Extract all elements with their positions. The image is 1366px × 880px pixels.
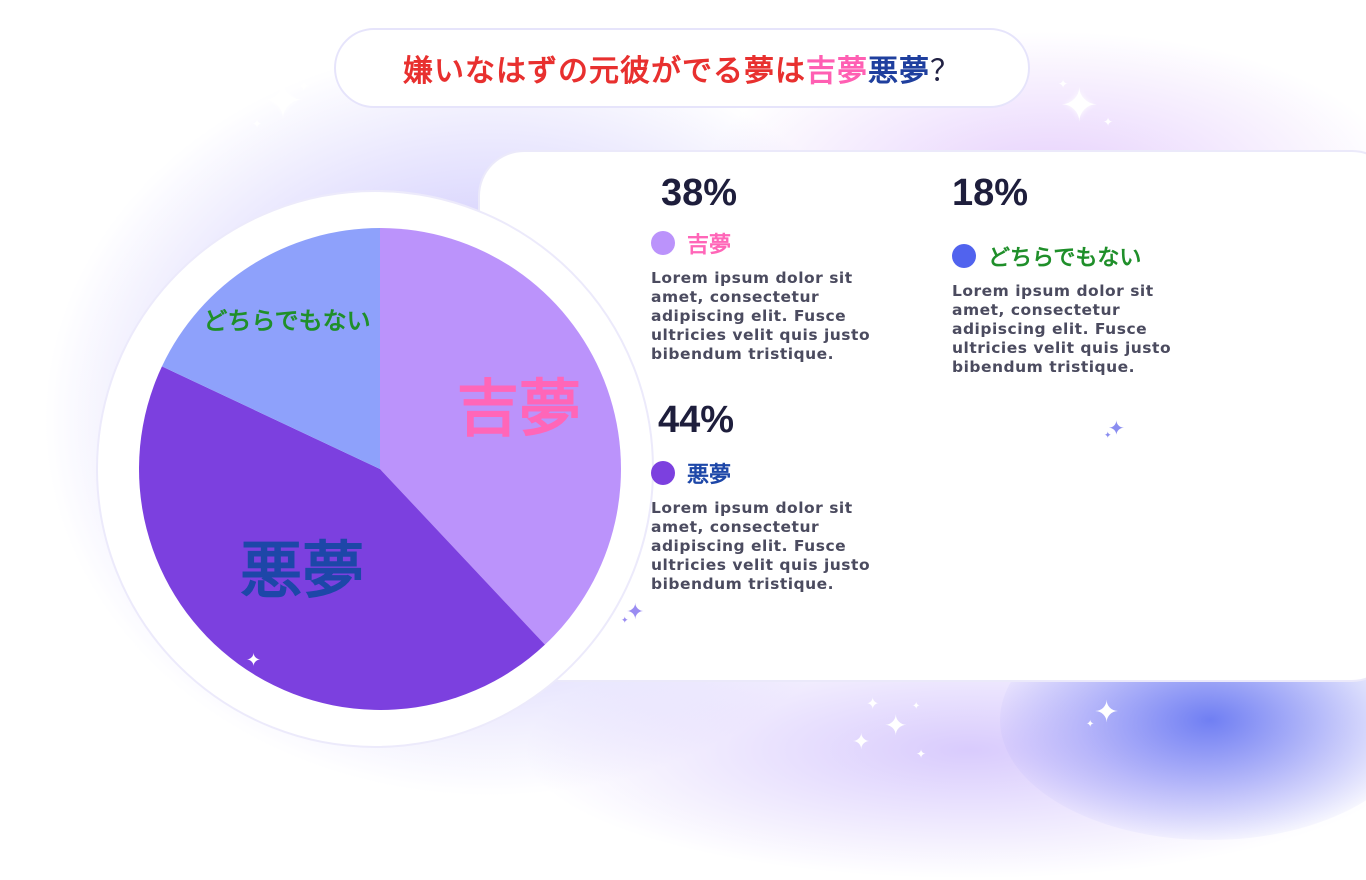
legend-item-good: 吉夢 xyxy=(651,227,731,259)
legend-dot-neither xyxy=(952,244,976,268)
pie-label-neither: どちらでもない xyxy=(203,306,370,335)
legend-dot-bad xyxy=(651,461,675,485)
title-main: 嫌いなはずの元彼がでる夢は xyxy=(403,54,806,89)
title-bad-dream: 悪夢 xyxy=(868,54,930,89)
legend-dot-good xyxy=(651,231,675,255)
pie-slice-bad xyxy=(139,366,545,711)
legend-description-bad: Lorem ipsum dolor sit amet, consectetur … xyxy=(651,499,871,593)
legend-label-neither: どちらでもない xyxy=(988,245,1142,271)
legend-label-bad: 悪夢 xyxy=(687,462,732,488)
legend-description-good: Lorem ipsum dolor sit amet, consectetur … xyxy=(651,269,871,363)
legend-percent-neither: 18% xyxy=(952,172,1029,214)
legend-description-neither: Lorem ipsum dolor sit amet, consectetur … xyxy=(952,282,1172,376)
pie-label-bad: 悪夢 xyxy=(240,534,364,607)
title-good-dream: 吉夢 xyxy=(806,54,868,89)
legend-item-neither: どちらでもない xyxy=(952,240,1141,272)
legend-label-good: 吉夢 xyxy=(687,232,732,258)
legend-item-bad: 悪夢 xyxy=(651,457,731,489)
title-banner: 嫌いなはずの元彼がでる夢は 吉夢 悪夢？ xyxy=(334,28,1030,108)
legend-percent-good: 38% xyxy=(661,172,738,214)
pie-label-good: 吉夢 xyxy=(457,372,581,445)
pie-slice-good xyxy=(380,228,622,645)
title-question-mark: ？ xyxy=(930,54,961,89)
legend-percent-bad: 44% xyxy=(658,399,735,441)
pie-slice-neither xyxy=(161,228,380,469)
